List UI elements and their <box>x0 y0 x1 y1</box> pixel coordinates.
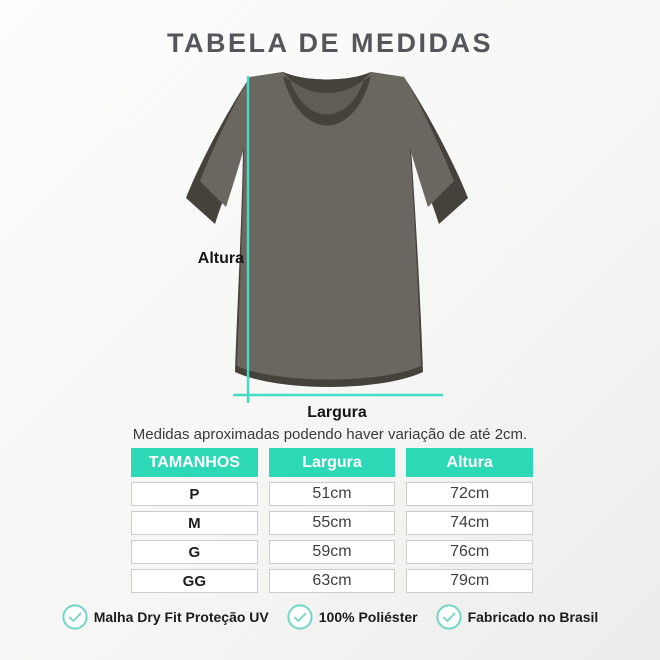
check-circle-icon <box>62 604 88 630</box>
table-cell-size: M <box>131 511 258 535</box>
table-header-largura: Largura <box>268 448 396 477</box>
tolerance-note: Medidas aproximadas podendo haver variaç… <box>132 426 528 443</box>
table-cell-altura: 74cm <box>406 511 533 535</box>
table-cell-largura: 51cm <box>268 482 396 506</box>
feature-item: 100% Poliéster <box>287 604 418 630</box>
tshirt-collar-back <box>283 72 371 93</box>
table-cell-altura: 76cm <box>406 540 533 564</box>
table-header-sizes: TAMANHOS <box>131 448 258 477</box>
check-circle-icon <box>435 604 462 630</box>
feature-label: Fabricado no Brasil <box>467 609 599 625</box>
page-title: TABELA DE MEDIDAS <box>167 28 493 58</box>
table-cell-largura: 63cm <box>268 569 396 593</box>
check-circle-icon <box>287 604 313 630</box>
table-cell-largura: 59cm <box>268 540 396 564</box>
table-cell-altura: 79cm <box>406 569 533 593</box>
feature-item: Malha Dry Fit Proteção UV <box>62 604 269 630</box>
tshirt-illustration <box>186 72 468 403</box>
table-cell-largura: 55cm <box>268 511 396 535</box>
tshirt-body <box>200 72 454 380</box>
size-table: TAMANHOS Largura Altura P 51cm 72cm M 55… <box>131 448 533 593</box>
table-cell-size: GG <box>131 569 258 593</box>
tshirt-collar-front <box>283 76 371 126</box>
width-label: Largura <box>307 404 367 421</box>
table-cell-size: G <box>131 540 258 564</box>
table-cell-altura: 72cm <box>406 482 533 506</box>
table-header-altura: Altura <box>406 448 533 477</box>
table-cell-size: P <box>131 482 258 506</box>
feature-label: 100% Poliéster <box>318 609 418 625</box>
feature-item: Fabricado no Brasil <box>435 604 599 630</box>
feature-label: Malha Dry Fit Proteção UV <box>93 609 269 625</box>
height-label: Altura <box>197 250 244 267</box>
feature-list: Malha Dry Fit Proteção UV 100% Poliéster… <box>0 604 660 630</box>
